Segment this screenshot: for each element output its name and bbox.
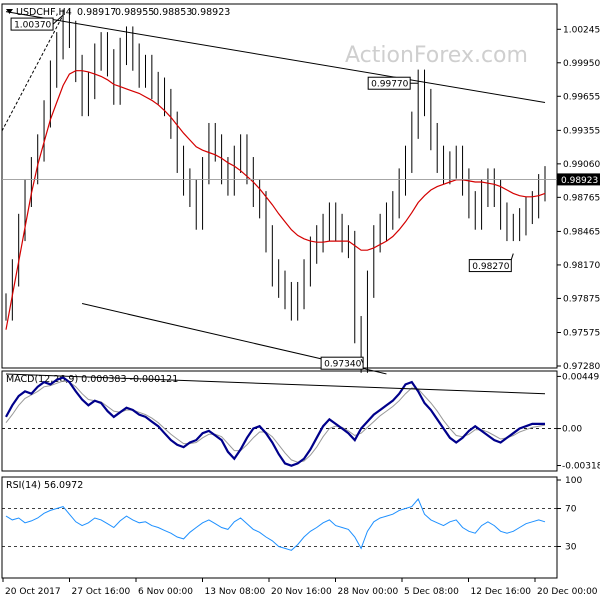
price-tick-label: 0.99355 — [563, 126, 600, 136]
price-tick-label: 0.98765 — [563, 193, 600, 203]
price-tick-label: 0.98170 — [563, 261, 600, 271]
current-price-box: 0.98923 — [557, 173, 600, 186]
rsi-panel — [1, 476, 558, 579]
rsi-line — [5, 498, 546, 551]
rsi-tick-label: 70 — [565, 505, 577, 515]
ohlc-high: 0.98955 — [115, 7, 154, 18]
price-panel — [1, 3, 558, 369]
macd-tick-label: 0.00 — [562, 425, 582, 435]
macd-tick-label: 0.004493 — [562, 372, 600, 382]
price-annotation-label: 0.99770 — [371, 80, 408, 90]
time-tick-label: 27 Oct 16:00 — [72, 587, 131, 597]
time-tick-label: 6 Nov 00:00 — [138, 587, 193, 597]
price-annotation-box — [468, 259, 512, 273]
time-tick-label: 5 Dec 08:00 — [404, 587, 459, 597]
macd-line — [5, 376, 545, 467]
rsi-tick-label: 100 — [565, 476, 582, 486]
macd-header: MACD(12,26,9) 0.000383 -0.000121 — [6, 374, 178, 385]
moving-average-line — [5, 70, 546, 330]
time-tick-label: 20 Dec 00:00 — [537, 587, 598, 597]
annotation-pointer — [52, 14, 64, 25]
macd-trend-line[interactable] — [5, 373, 546, 395]
current-price-label: 0.98923 — [561, 176, 598, 186]
rsi-tick-label: 30 — [565, 543, 577, 553]
price-tick-label: 0.97575 — [563, 328, 600, 338]
annotation-pointer — [510, 253, 514, 260]
time-tick-label: 20 Oct 2017 — [5, 587, 61, 597]
channel-line-0[interactable] — [5, 11, 546, 104]
rsi-header: RSI(14) 56.0972 — [6, 480, 83, 491]
price-annotation-label: 0.98270 — [472, 262, 509, 272]
dashed-trend-line[interactable] — [1, 14, 64, 132]
price-annotation-label: 1.00370 — [14, 21, 51, 31]
chart-header-symbol: USDCHF,H4 — [16, 7, 72, 18]
ohlc-open: 0.98917 — [77, 7, 116, 18]
ohlc-close: 0.98923 — [191, 7, 230, 18]
price-annotation-label: 0.97340 — [324, 360, 361, 370]
time-tick-label: 20 Nov 16:00 — [271, 587, 332, 597]
annotation-pointer — [360, 358, 364, 364]
price-tick-label: 0.98465 — [563, 227, 600, 237]
time-tick-label: 28 Nov 00:00 — [338, 587, 399, 597]
ohlc-low: 0.98853 — [153, 7, 192, 18]
time-tick-label: 13 Nov 08:00 — [205, 587, 266, 597]
dropdown-triangle-icon[interactable] — [6, 9, 13, 14]
time-tick-label: 12 Dec 16:00 — [471, 587, 532, 597]
price-tick-label: 0.97875 — [563, 294, 600, 304]
price-tick-label: 0.99060 — [563, 160, 600, 170]
price-tick-label: 0.99950 — [563, 59, 600, 69]
price-tick-label: 0.99655 — [563, 92, 600, 102]
price-tick-label: 0.97280 — [563, 362, 600, 372]
macd-panel — [1, 370, 558, 472]
macd-tick-label: -0.003186 — [562, 462, 600, 472]
price-tick-label: 1.00245 — [563, 25, 600, 35]
watermark: ActionForex.com — [345, 43, 528, 68]
